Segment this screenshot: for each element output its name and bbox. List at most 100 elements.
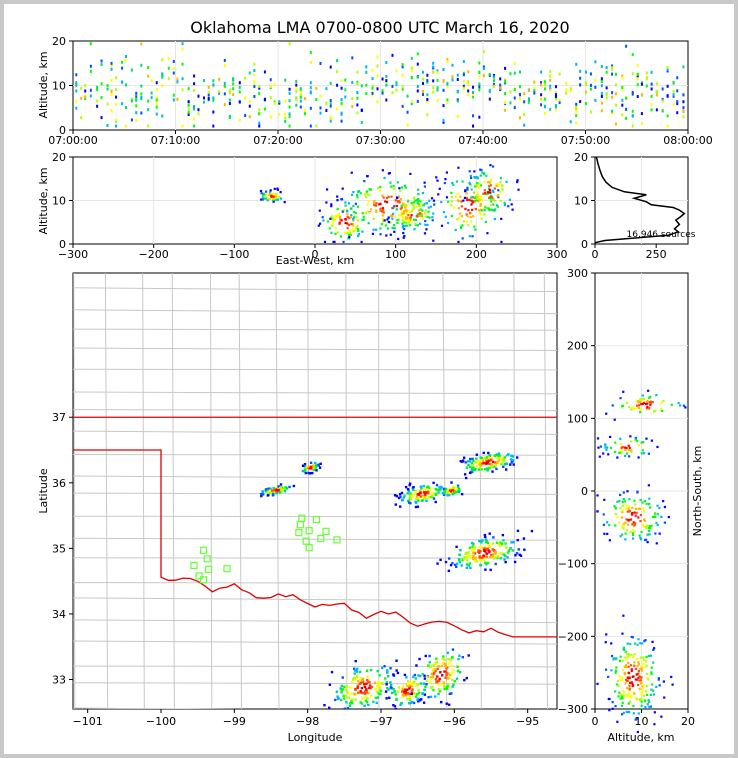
plan-source-mark	[389, 686, 393, 689]
county-line	[73, 328, 557, 331]
time-source-mark	[549, 78, 552, 82]
plan-source-mark	[442, 493, 446, 497]
plan-source-mark	[477, 468, 481, 471]
ew-source-mark	[410, 202, 413, 205]
ew-source-mark	[266, 199, 269, 202]
plan-source-mark	[334, 698, 337, 702]
time-source-mark	[329, 104, 332, 108]
y-tick-label: −200	[558, 630, 588, 643]
ns-source-mark	[647, 700, 651, 704]
plan-source-mark	[401, 687, 404, 690]
time-source-mark	[650, 70, 653, 74]
x-tick-label: 07:20:00	[253, 134, 302, 147]
time-source-mark	[172, 60, 175, 64]
ew-source-mark	[344, 201, 347, 204]
plan-source-mark	[365, 687, 368, 691]
time-source-mark	[344, 78, 347, 82]
plan-source-mark	[502, 465, 505, 469]
time-source-mark	[155, 112, 158, 116]
ns-source-mark	[625, 687, 629, 690]
time-source-mark	[625, 107, 628, 111]
ew-source-mark	[450, 200, 454, 203]
plan-source-mark	[447, 569, 451, 573]
ew-source-mark	[473, 196, 476, 200]
ns-source-mark	[646, 693, 649, 696]
ns-source-mark	[647, 699, 650, 702]
plan-source-mark	[386, 671, 389, 674]
plan-source-mark	[492, 536, 495, 539]
plan-source-mark	[401, 695, 404, 699]
ns-source-mark	[621, 694, 624, 697]
plan-source-mark	[478, 558, 482, 562]
plan-source-mark	[425, 679, 429, 682]
ns-source-mark	[630, 440, 633, 443]
ew-source-mark	[407, 200, 410, 203]
ew-source-mark	[431, 219, 434, 222]
plan-source-mark	[499, 457, 503, 461]
ns-source-mark	[682, 404, 686, 407]
plan-source-mark	[292, 484, 296, 488]
plan-source-mark	[375, 685, 379, 688]
plan-source-mark	[473, 547, 477, 551]
plan-source-mark	[268, 489, 272, 492]
x-tick-label: −96	[443, 715, 466, 728]
time-source-mark	[161, 58, 164, 62]
plan-source-mark	[446, 488, 450, 491]
plan-source-mark	[502, 539, 505, 542]
time-source-mark	[432, 90, 435, 94]
ns-source-mark	[626, 510, 629, 513]
plan-source-mark	[411, 684, 414, 688]
y-tick-label: 20	[574, 151, 588, 164]
plan-source-mark	[301, 464, 305, 467]
ew-source-mark	[331, 222, 334, 225]
plan-source-mark	[378, 686, 381, 689]
ns-source-mark	[640, 402, 643, 406]
ns-source-mark	[619, 697, 622, 700]
time-source-mark	[621, 98, 624, 102]
time-source-mark	[416, 89, 419, 93]
ns-source-mark	[621, 524, 624, 527]
time-source-mark	[478, 75, 481, 79]
time-source-mark	[356, 91, 359, 95]
x-tick-label: −97	[369, 715, 392, 728]
time-source-mark	[391, 84, 394, 88]
ns-source-mark	[616, 500, 619, 503]
time-source-mark	[340, 86, 343, 90]
ew-source-mark	[511, 208, 514, 211]
ew-source-mark	[357, 229, 360, 233]
plan-source-mark	[480, 541, 483, 544]
time-source-mark	[584, 80, 587, 84]
plan-source-mark	[488, 532, 491, 535]
time-altitude-ylabel: Altitude, km	[37, 51, 50, 118]
ew-source-mark	[274, 197, 277, 200]
plan-source-mark	[374, 696, 378, 700]
time-source-mark	[172, 71, 175, 75]
plan-source-mark	[429, 695, 433, 699]
time-source-mark	[115, 102, 118, 106]
time-source-mark	[193, 105, 196, 109]
time-source-mark	[319, 106, 322, 110]
time-source-mark	[565, 81, 568, 85]
ew-source-mark	[356, 196, 359, 199]
ew-source-mark	[473, 225, 476, 228]
ew-source-mark	[419, 200, 422, 203]
ns-source-mark	[647, 654, 651, 658]
plan-source-mark	[454, 487, 457, 491]
time-source-mark	[84, 93, 87, 97]
ew-source-mark	[423, 185, 427, 188]
ns-source-mark	[620, 695, 623, 698]
time-source-mark	[140, 95, 143, 99]
time-source-mark	[212, 124, 215, 128]
time-source-mark	[478, 70, 481, 74]
ns-source-mark	[645, 655, 648, 659]
time-source-mark	[371, 77, 374, 81]
county-line	[73, 707, 245, 709]
plan-source-mark	[487, 456, 491, 459]
time-source-mark	[446, 85, 449, 89]
plan-source-mark	[445, 667, 448, 670]
ns-source-mark	[637, 672, 640, 675]
plan-source-mark	[394, 503, 397, 506]
time-source-mark	[472, 95, 475, 99]
plan-source-mark	[500, 542, 504, 545]
